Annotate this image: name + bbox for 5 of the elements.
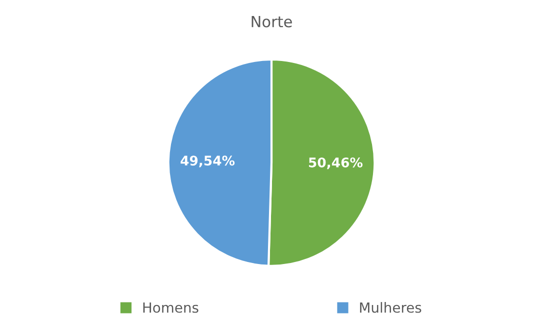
chart-title: Norte bbox=[252, 16, 292, 28]
legend-label: Homens bbox=[143, 302, 198, 313]
data-label: 49,54% bbox=[180, 156, 235, 168]
legend-label: Mulheres bbox=[360, 302, 422, 313]
data-label: 50,46% bbox=[309, 157, 363, 170]
